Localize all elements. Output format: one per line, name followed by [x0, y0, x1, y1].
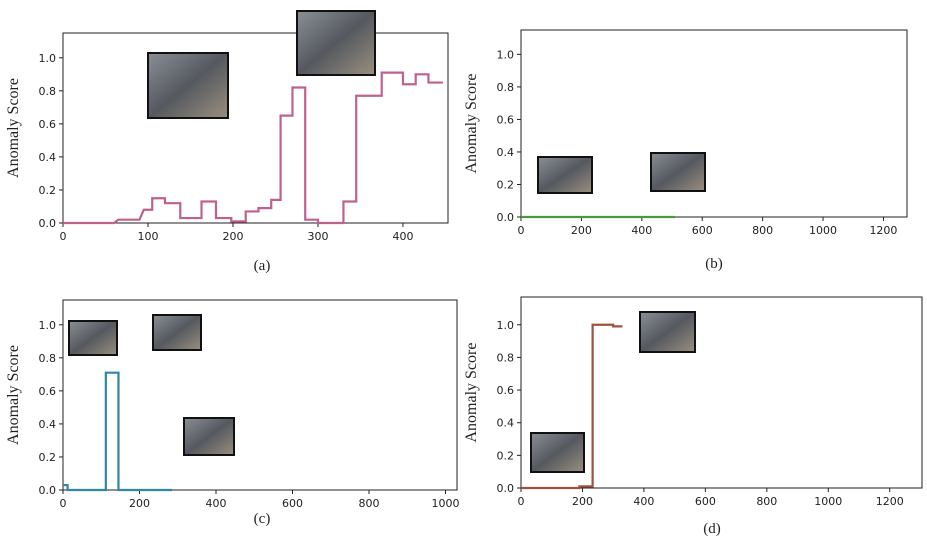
- x-tick-label: 300: [307, 230, 328, 243]
- y-tick-label: 0.2: [39, 451, 57, 464]
- x-tick-label: 0: [60, 497, 67, 510]
- x-tick-label: 200: [129, 497, 150, 510]
- panel-caption: (b): [705, 256, 723, 272]
- thumbnail: [153, 315, 201, 350]
- y-tick-label: 0.0: [39, 484, 57, 497]
- y-tick-label: 0.2: [39, 184, 57, 197]
- y-tick-label: 0.2: [497, 178, 515, 191]
- panel-caption: (c): [254, 511, 271, 527]
- y-tick-label: 0.2: [497, 449, 515, 462]
- plots: 0.0 0.2 0.4 0.6 0.8 1.0 0 100 200 300 400 Anomaly S…: [5, 30, 922, 537]
- x-tick-label: 600: [695, 495, 716, 508]
- y-tick-label: 0.0: [497, 211, 515, 224]
- x-tick-label: 800: [756, 495, 777, 508]
- y-axis-label: Anomaly Score: [463, 343, 480, 443]
- y-tick-label: 0.4: [39, 418, 57, 431]
- x-tick-label: 100: [137, 230, 158, 243]
- x-tick-label: 200: [571, 224, 592, 237]
- x-tick-label: 1000: [809, 224, 837, 237]
- x-tick-label: 600: [692, 224, 713, 237]
- y-tick-label: 0.8: [497, 81, 515, 94]
- y-tick-label: 0.4: [497, 146, 515, 159]
- plot-frame: [63, 33, 448, 223]
- x-tick-label: 0: [518, 224, 525, 237]
- panel-caption: (d): [703, 521, 721, 537]
- x-tick-label: 1200: [869, 224, 897, 237]
- y-tick-label: 0.0: [39, 217, 57, 230]
- x-tick-label: 1000: [432, 497, 460, 510]
- panel-caption: (a): [254, 258, 271, 274]
- y-tick-label: 0.6: [39, 385, 57, 398]
- x-tick-label: 400: [392, 230, 413, 243]
- x-tick-label: 800: [359, 497, 380, 510]
- thumbnail: [651, 153, 705, 191]
- thumbnail: [297, 11, 375, 75]
- y-tick-label: 0.0: [497, 482, 515, 495]
- y-tick-label: 0.4: [39, 151, 57, 164]
- x-tick-label: 1000: [814, 495, 842, 508]
- plot-frame: [63, 300, 457, 490]
- y-tick-label: 0.8: [497, 351, 515, 364]
- y-tick-label: 0.6: [497, 384, 515, 397]
- thumbnail: [69, 321, 117, 355]
- x-tick-label: 0: [60, 230, 67, 243]
- figure: 0.0 0.2 0.4 0.6 0.8 1.0 0 100 200 300 400 Anomaly S…: [0, 0, 927, 547]
- x-tick-label: 600: [282, 497, 303, 510]
- y-tick-label: 0.8: [39, 85, 57, 98]
- y-tick-label: 1.0: [39, 52, 57, 65]
- x-tick-label: 200: [222, 230, 243, 243]
- x-tick-label: 200: [572, 495, 593, 508]
- thumbnail: [148, 53, 228, 118]
- thumbnail: [531, 433, 584, 472]
- y-tick-label: 0.4: [497, 417, 515, 430]
- y-axis-label: Anomaly Score: [5, 78, 22, 178]
- x-tick-label: 1200: [876, 495, 904, 508]
- x-tick-label: 400: [206, 497, 227, 510]
- x-tick-label: 400: [631, 224, 652, 237]
- y-tick-label: 0.8: [39, 352, 57, 365]
- y-axis-label: Anomaly Score: [5, 345, 22, 445]
- y-tick-label: 0.6: [497, 113, 515, 126]
- x-tick-label: 800: [752, 224, 773, 237]
- x-tick-label: 400: [633, 495, 654, 508]
- y-tick-label: 1.0: [39, 319, 57, 332]
- thumbnail: [538, 157, 592, 193]
- y-tick-label: 1.0: [497, 319, 515, 332]
- thumbnail: [640, 312, 695, 352]
- y-axis-label: Anomaly Score: [463, 74, 480, 174]
- thumbnail: [184, 418, 234, 455]
- y-tick-label: 0.6: [39, 118, 57, 131]
- x-tick-label: 0: [518, 495, 525, 508]
- y-tick-label: 1.0: [497, 48, 515, 61]
